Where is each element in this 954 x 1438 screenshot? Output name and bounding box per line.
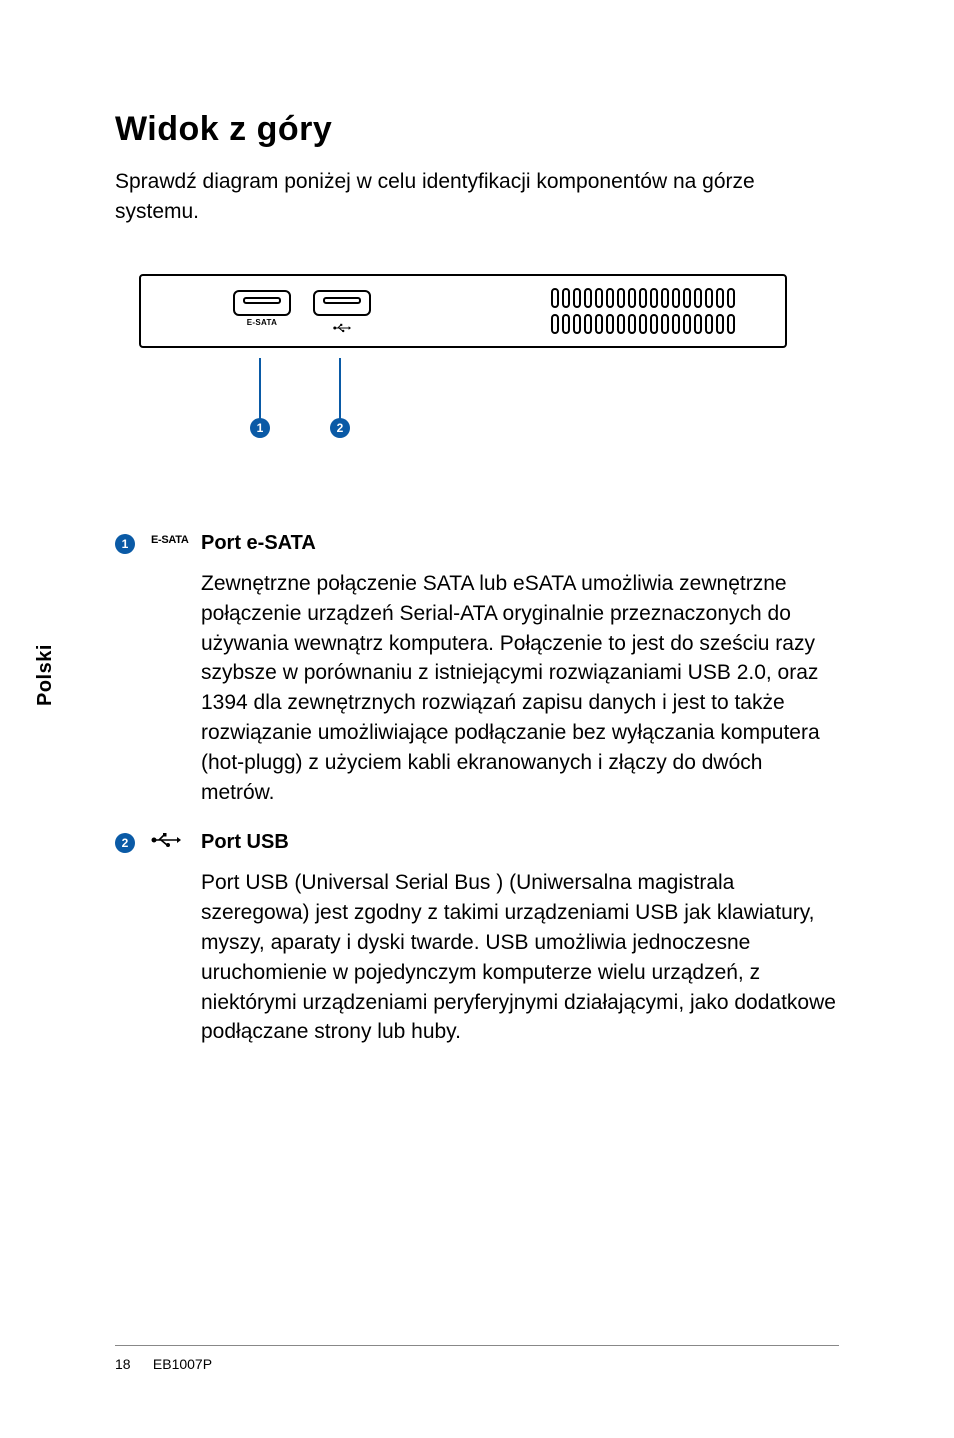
feature-text: Port e-SATA Zewnętrzne połączenie SATA l… [201, 532, 839, 808]
device-outline: E-SATA [139, 274, 787, 348]
feature-badge-col: 2 [115, 831, 151, 853]
port-slot [243, 297, 281, 304]
usb-icon [312, 320, 372, 338]
feature-number-badge: 1 [115, 534, 135, 554]
esata-icon: E-SATA [151, 532, 201, 546]
feature-item: 2 Port USB Port USB (Universal Serial Bu… [115, 831, 839, 1047]
feature-text: Port USB Port USB (Universal Serial Bus … [201, 831, 839, 1047]
device-diagram: E-SATA [139, 274, 839, 348]
esata-port-shape [233, 290, 291, 316]
feature-number: 1 [122, 537, 129, 551]
callout-number: 1 [257, 421, 264, 435]
feature-number-badge: 2 [115, 833, 135, 853]
vent-row [551, 288, 735, 308]
callout-line [339, 358, 341, 420]
callout-badge-2: 2 [330, 418, 350, 438]
esata-port-label: E-SATA [232, 318, 292, 327]
language-side-tab: Polski [34, 644, 57, 706]
page-number: 18 [115, 1356, 149, 1372]
feature-body: Port USB (Universal Serial Bus ) (Uniwer… [201, 868, 839, 1047]
callout-line [259, 358, 261, 420]
callout-badge-1: 1 [250, 418, 270, 438]
footer-rule [115, 1345, 839, 1346]
footer-model: EB1007P [153, 1356, 212, 1372]
page-footer: 18 EB1007P [115, 1345, 839, 1372]
feature-title: Port e-SATA [201, 532, 839, 555]
feature-title: Port USB [201, 831, 839, 854]
feature-body: Zewnętrzne połączenie SATA lub eSATA umo… [201, 569, 839, 808]
footer-text: 18 EB1007P [115, 1356, 839, 1372]
vent-row [551, 314, 735, 334]
usb-port-shape [313, 290, 371, 316]
feature-number: 2 [122, 836, 129, 850]
lead-paragraph: Sprawdź diagram poniżej w celu identyfik… [115, 167, 839, 228]
diagram-callouts: 1 2 [139, 358, 787, 478]
port-slot [323, 297, 361, 304]
feature-item: 1 E-SATA Port e-SATA Zewnętrzne połączen… [115, 532, 839, 808]
page-title: Widok z góry [115, 110, 839, 149]
usb-icon [151, 831, 201, 852]
document-page: Polski Widok z góry Sprawdź diagram poni… [0, 0, 954, 1438]
feature-badge-col: 1 [115, 532, 151, 554]
callout-number: 2 [337, 421, 344, 435]
vent-grille [551, 288, 735, 334]
